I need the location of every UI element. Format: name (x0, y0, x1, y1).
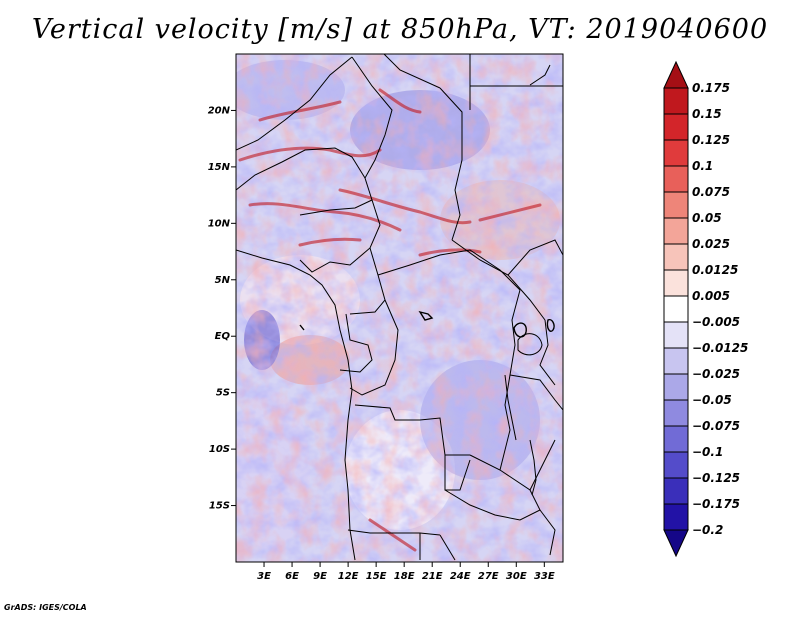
colorbar-cell (663, 295, 689, 323)
x-tick-label: 18E (394, 571, 415, 582)
colorbar-cell (663, 399, 689, 427)
colorbar-cell (663, 165, 689, 193)
colorbar-label: 0.005 (692, 289, 730, 303)
colorbar-cell (663, 477, 689, 505)
zambia-south-border (444, 454, 541, 521)
ethiopia-border (507, 239, 563, 276)
colorbar-label: 0.05 (692, 211, 722, 225)
congo-drc-border (349, 299, 399, 396)
convergence-streak (298, 237, 362, 247)
colorbar-cell (663, 347, 689, 375)
colorbar-label: −0.075 (692, 419, 740, 433)
x-tick-label: 33E (534, 571, 555, 582)
west-coast (236, 249, 356, 561)
colorbar-label: −0.2 (692, 523, 723, 537)
y-tick-label: 5S (216, 388, 230, 399)
red-sea-coast (529, 64, 551, 86)
colorbar-cell (663, 191, 689, 219)
colorbar-label: −0.1 (692, 445, 723, 459)
convergence-streak (478, 203, 542, 222)
nigeria-border (299, 199, 381, 273)
convergence-streak (238, 146, 382, 162)
colorbar-label: 0.1 (692, 159, 713, 173)
colorbar-cell (663, 373, 689, 401)
x-tick-label: 21E (422, 571, 443, 582)
colorbar-cell (663, 139, 689, 167)
colorbar-label: 0.125 (692, 133, 730, 147)
x-tick-label: 15E (366, 571, 387, 582)
convergence-streak (378, 88, 422, 114)
uganda-kenya-border (539, 319, 556, 386)
colorbar-label: −0.0125 (692, 341, 748, 355)
libya-niger-border (383, 54, 441, 89)
car-south-border (377, 249, 521, 291)
colorbar-label: 0.175 (692, 81, 730, 95)
colorbar-cell (663, 87, 689, 115)
angola-zambia-border (444, 455, 471, 491)
y-tick-label: 15N (208, 162, 231, 173)
x-tick-label: 24E (450, 571, 471, 582)
chad-sudan-border (439, 87, 463, 241)
colorbar-cell (663, 321, 689, 349)
convergence-streak (338, 188, 472, 225)
x-tick-label: 6E (285, 571, 299, 582)
colorbar-cell (663, 425, 689, 453)
lake-malawi (529, 439, 537, 496)
colorbar-label: 0.0125 (692, 263, 738, 277)
x-tick-label: 30E (506, 571, 527, 582)
convergence-streak (258, 100, 342, 122)
x-axis: 3E 6E 9E 12E 15E 18E 21E 24E 27E 30E 33E (257, 562, 555, 582)
colorbar-label: −0.05 (692, 393, 732, 407)
colorbar-label: −0.175 (692, 497, 740, 511)
y-tick-label: EQ (215, 331, 231, 342)
colorbar-cell (663, 451, 689, 479)
map-title: Vertical velocity [m/s] at 850hPa, VT: 2… (31, 14, 769, 45)
y-tick-label: 20N (208, 105, 231, 116)
grads-credit: GrADS: IGES/COLA (4, 603, 87, 612)
gabon-border (339, 313, 373, 373)
country-borders (236, 54, 563, 561)
lake-tanganyika (504, 374, 517, 441)
colorbar-cell (663, 503, 689, 531)
y-axis: 20N 15N 10N 5N EQ 5S 10S 15S (208, 105, 236, 512)
x-tick-label: 12E (338, 571, 359, 582)
vertical-velocity-field (236, 54, 563, 562)
convergence-streak (368, 518, 417, 552)
mali-niger-border (236, 147, 366, 191)
x-tick-label: 9E (313, 571, 327, 582)
colorbar-label: −0.005 (692, 315, 740, 329)
botswana-border (419, 533, 456, 561)
colorbar-cell (663, 60, 689, 89)
y-tick-label: 5N (215, 275, 231, 286)
colorbar-cell (663, 217, 689, 245)
x-tick-label: 27E (478, 571, 499, 582)
colorbar-cell (663, 529, 689, 558)
lake-victoria (517, 333, 543, 356)
colorbar-label: −0.025 (692, 367, 740, 381)
tanzania-border (509, 374, 563, 411)
angola-namibia-border (347, 529, 441, 536)
colorbar-label: −0.125 (692, 471, 740, 485)
colorbar-cell (663, 269, 689, 297)
colorbar-label: 0.075 (692, 185, 730, 199)
y-tick-label: 15S (209, 501, 230, 512)
y-tick-label: 10N (208, 218, 231, 229)
sahara-border-north (236, 56, 353, 151)
plot-frame (235, 53, 564, 563)
y-tick-label: 10S (209, 444, 230, 455)
mozambique-border (529, 439, 556, 556)
convergence-streak (248, 202, 402, 232)
colorbar-cell (663, 113, 689, 141)
convergence-streak (418, 248, 482, 257)
colorbar-label: 0.15 (692, 107, 722, 121)
colorbar-cell (663, 243, 689, 271)
x-tick-label: 3E (257, 571, 271, 582)
lake-outlines (299, 310, 555, 338)
colorbar-label: 0.025 (692, 237, 730, 251)
colorbar: 0.175 0.15 0.125 0.1 0.075 0.05 0.025 0.0125 0.0… (663, 60, 748, 558)
